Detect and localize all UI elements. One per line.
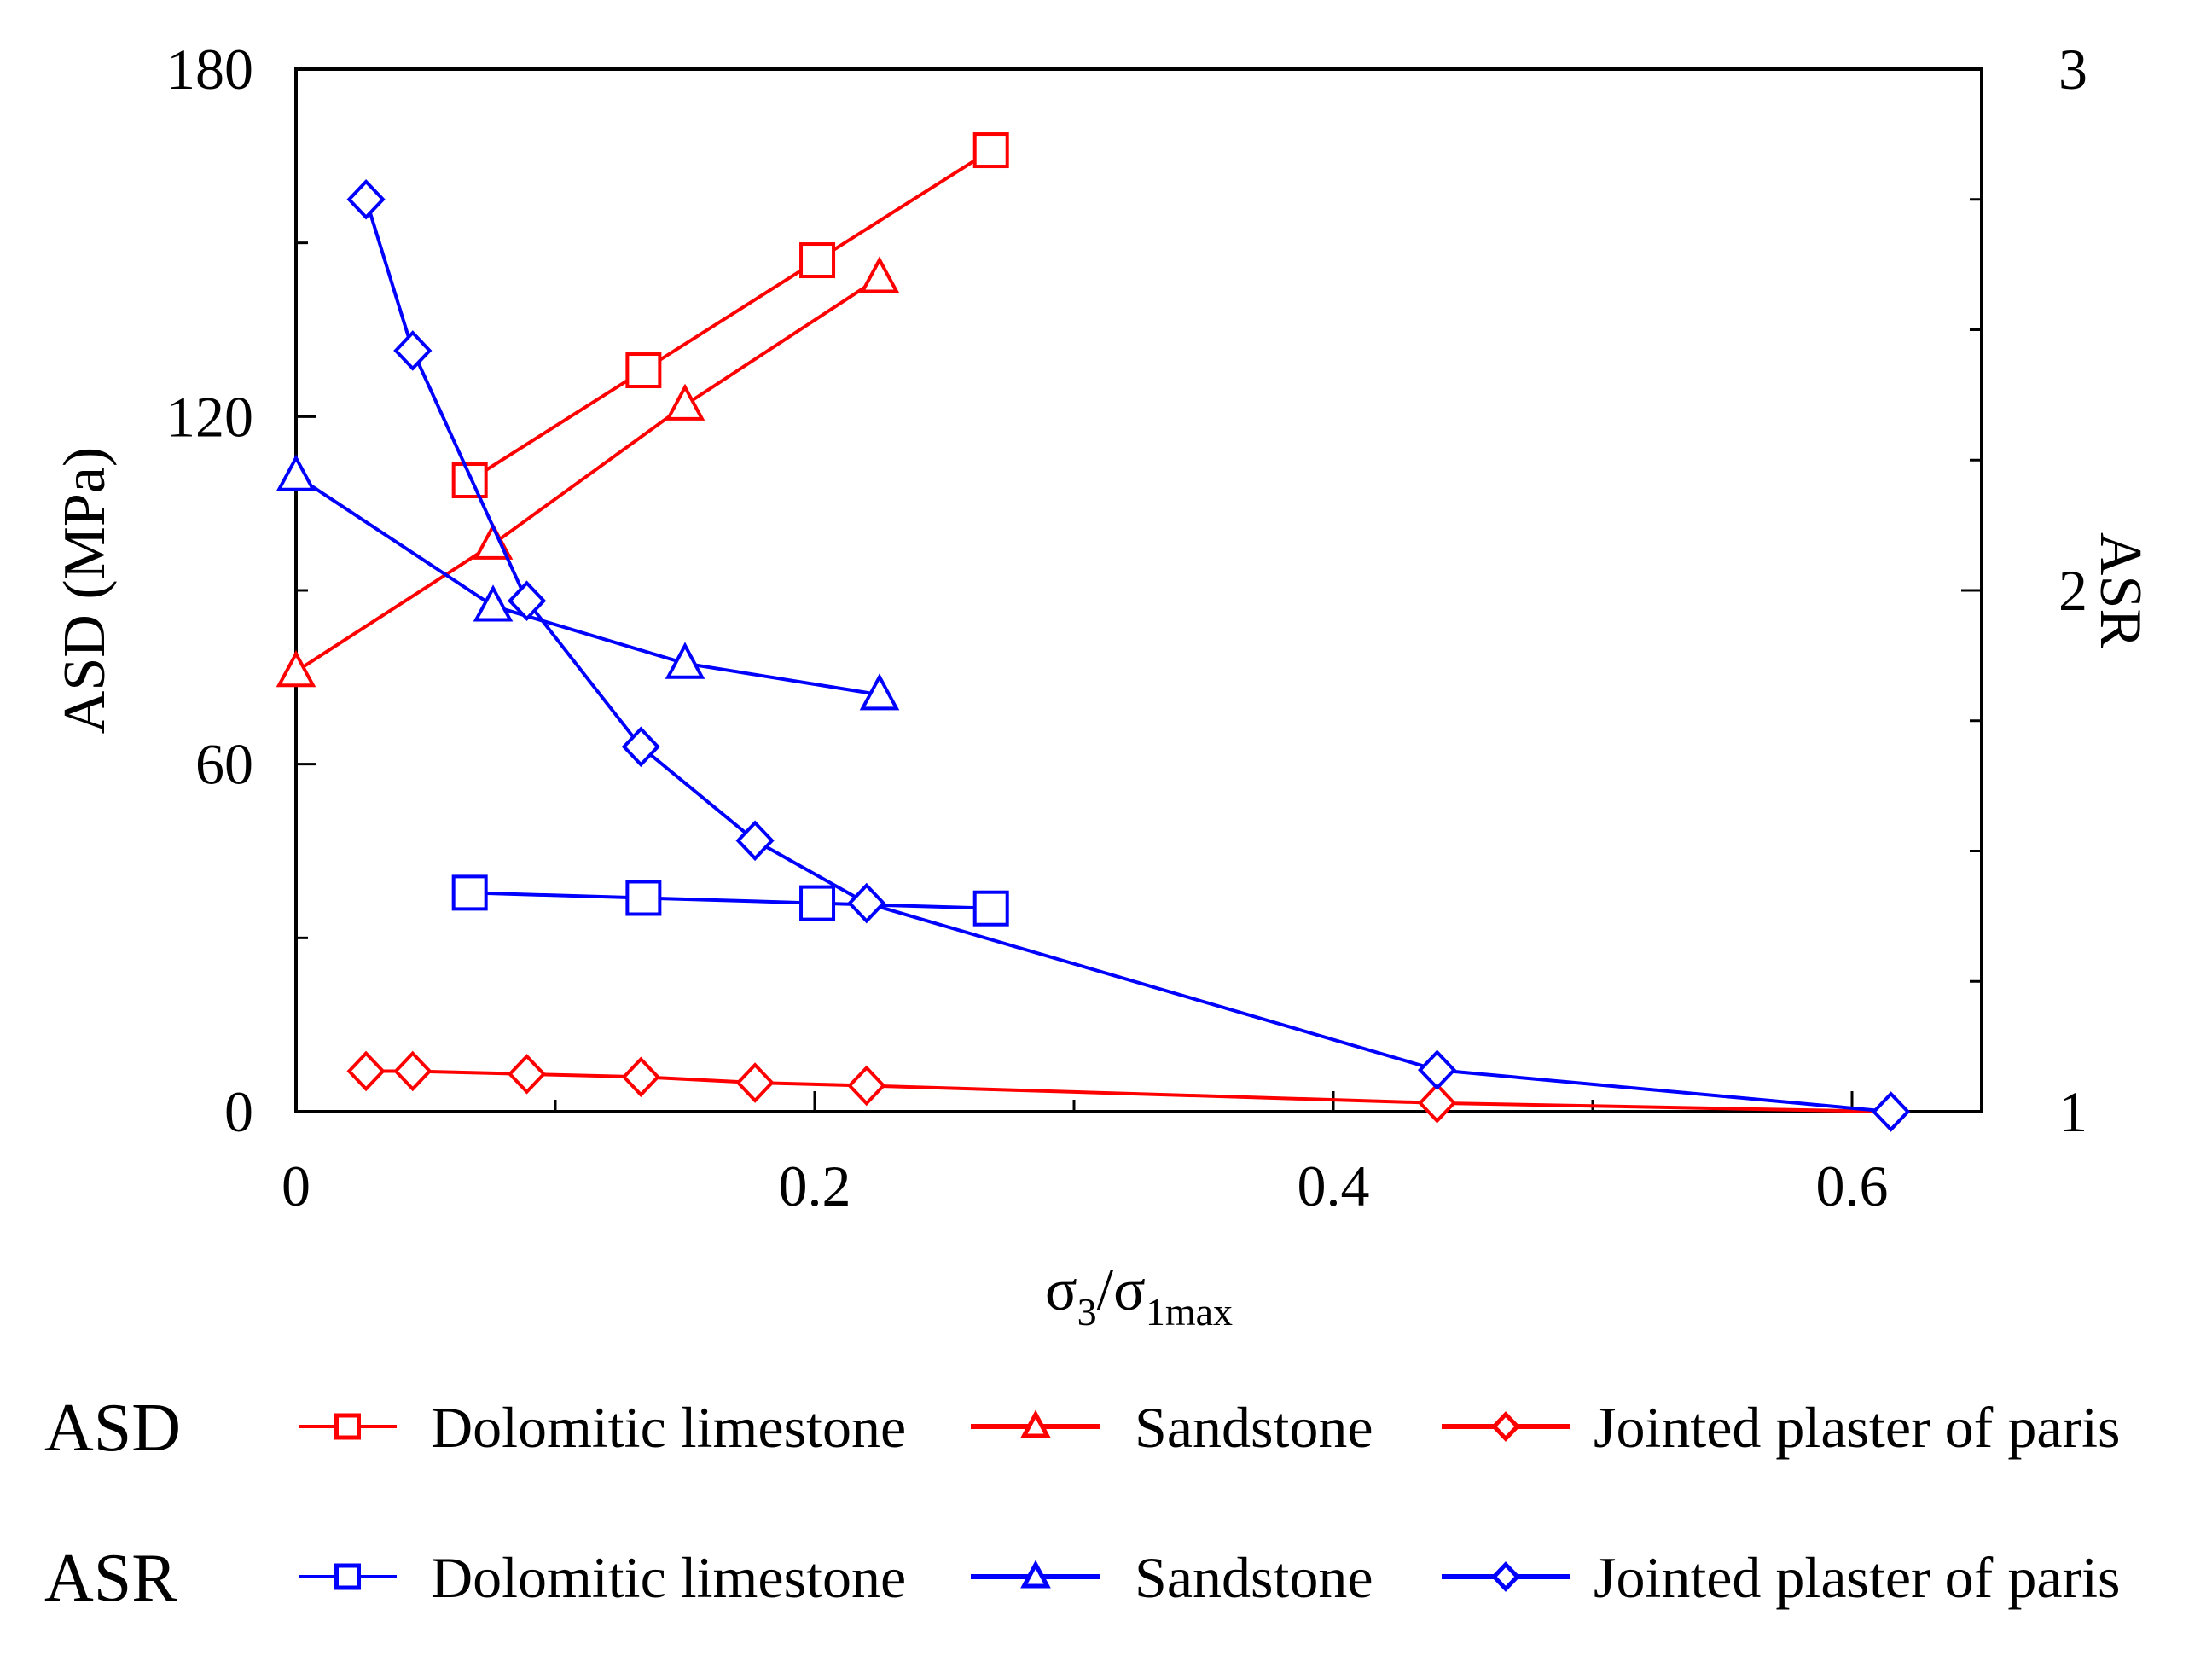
y-right-tick-label: 2	[2058, 558, 2087, 623]
diamond-marker	[1417, 1049, 1457, 1090]
square-marker	[334, 1563, 361, 1590]
y-right-axis-title: ASR	[2087, 532, 2153, 648]
x-axis-title-base: σ	[1045, 1258, 1077, 1323]
ticks-layer	[294, 67, 1982, 1113]
y-right-tick-label: 1	[2058, 1079, 2087, 1144]
series-layer	[276, 132, 1911, 1132]
square-marker	[972, 890, 1009, 927]
series-line	[468, 148, 992, 482]
square-marker	[625, 352, 662, 389]
triangle-marker	[859, 256, 900, 293]
square-marker	[451, 462, 488, 499]
y-left-tick-label: 0	[224, 1079, 253, 1144]
y-left-tick-label: 120	[166, 384, 253, 449]
diamond-marker	[393, 1050, 433, 1092]
x-axis-title: σ3/σ1max	[1045, 1258, 1233, 1334]
diamond-marker	[847, 1065, 886, 1107]
x-axis-title-sub1: 3	[1077, 1290, 1097, 1334]
x-tick-label: 0	[282, 1153, 311, 1218]
diamond-marker	[847, 882, 886, 924]
series-line	[294, 474, 880, 697]
diamond-marker	[621, 726, 660, 768]
y-left-tick-label: 180	[166, 37, 253, 102]
legend-label: Dolomitic limestone	[431, 1545, 906, 1610]
series-asr-square	[451, 874, 1009, 927]
triangle-marker	[276, 649, 316, 688]
x-tick-label: 0.2	[779, 1153, 851, 1218]
diamond-marker	[735, 820, 775, 862]
legend-group-label: ASR	[44, 1541, 177, 1616]
y-left-axis-title: ASD (MPa)	[52, 447, 118, 734]
legend-item: Jointed plaster of paris	[1442, 1395, 2121, 1460]
diamond-marker	[1490, 1561, 1521, 1592]
triangle-marker	[665, 642, 705, 679]
y-left-tick-label: 60	[195, 732, 253, 797]
legend-item: Dolomitic limestone	[299, 1545, 906, 1610]
plot-frame	[294, 67, 1983, 1113]
series-line	[364, 199, 1891, 1113]
diamond-marker	[507, 580, 547, 622]
x-axis-title-sep: /σ	[1097, 1258, 1146, 1323]
x-tick-label: 0.4	[1298, 1153, 1370, 1218]
triangle-marker	[1020, 1409, 1051, 1438]
diamond-marker	[621, 1056, 660, 1098]
triangle-marker	[276, 454, 316, 491]
legend-label: Sandstone	[1135, 1545, 1373, 1610]
legend-label: Sandstone	[1135, 1395, 1373, 1460]
legend-label: Jointed plaster of paris	[1594, 1545, 2121, 1610]
series-line	[366, 1069, 1891, 1113]
legend-item: Sandstone	[971, 1545, 1373, 1610]
square-marker	[625, 880, 662, 916]
legend-label: Jointed plaster of paris	[1594, 1395, 2121, 1460]
square-marker	[972, 132, 1009, 169]
diamond-marker	[1490, 1411, 1521, 1442]
triangle-marker	[859, 673, 900, 711]
diamond-marker	[1871, 1091, 1911, 1132]
square-marker	[334, 1413, 361, 1440]
diamond-marker	[735, 1062, 775, 1103]
legend-group-label: ASD	[44, 1391, 181, 1466]
legend-item: Sandstone	[971, 1395, 1373, 1460]
triangle-marker	[1020, 1560, 1051, 1589]
diamond-marker	[393, 330, 433, 371]
series-asr-diamond	[346, 178, 1911, 1132]
diamond-marker	[346, 1050, 386, 1092]
square-marker	[799, 242, 836, 279]
triangle-marker	[665, 383, 705, 421]
x-axis-title-sub2: 1max	[1146, 1290, 1233, 1334]
legend: ASD ASR Dolomitic limestone Sandstone Jointe…	[44, 1391, 2121, 1616]
series-asd-triangle	[276, 256, 900, 688]
x-tick-label: 0.6	[1816, 1153, 1889, 1218]
tick-labels-layer: 0 0.2 0.4 0.6 0 60 120 180 1 2 3	[166, 37, 2087, 1218]
legend-item: Dolomitic limestone	[299, 1395, 906, 1460]
legend-label: Dolomitic limestone	[431, 1395, 906, 1460]
y-right-tick-label: 3	[2058, 37, 2087, 102]
series-asr-triangle	[276, 454, 900, 711]
diamond-marker	[1417, 1083, 1457, 1124]
series-asd-square	[451, 132, 1009, 499]
series-line	[294, 276, 881, 673]
square-marker	[451, 874, 488, 911]
series-line	[469, 891, 991, 910]
square-marker	[799, 885, 836, 921]
diamond-marker	[346, 178, 386, 220]
diamond-marker	[507, 1054, 547, 1095]
legend-item: Jointed plaster of paris	[1442, 1545, 2121, 1610]
triangle-marker	[473, 584, 514, 622]
